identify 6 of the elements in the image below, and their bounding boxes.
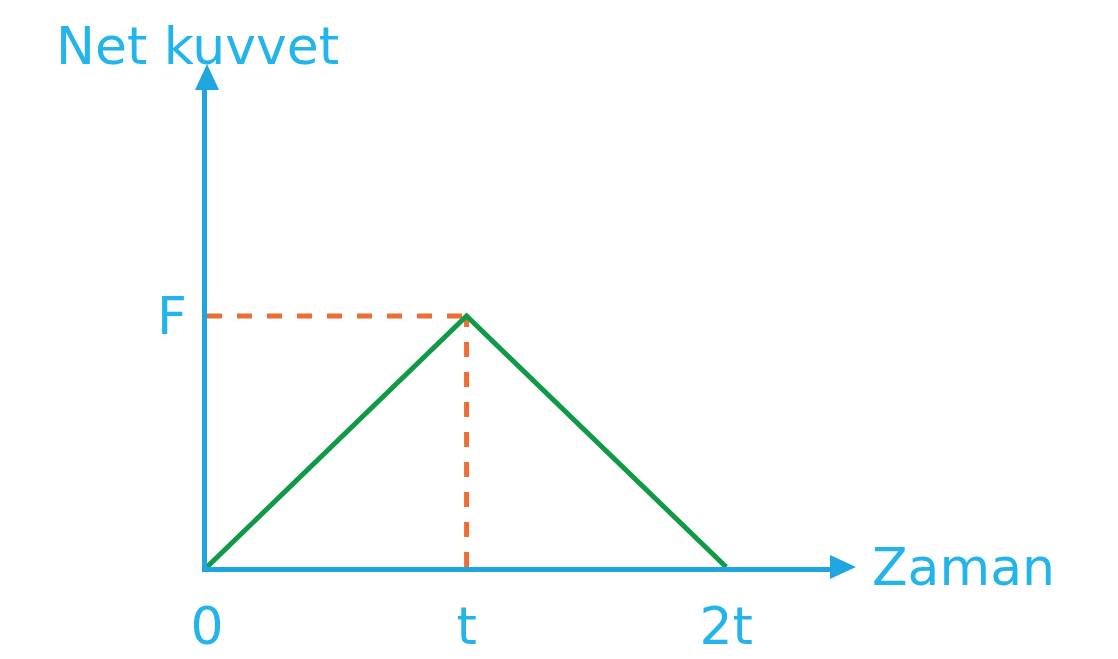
ref-line-label: F <box>157 286 187 346</box>
x-tick-label: 0 <box>190 596 224 657</box>
x-tick-label: t <box>456 596 477 657</box>
x-axis-title: Zaman <box>872 537 1055 597</box>
y-axis-title: Net kuvvet <box>56 16 340 76</box>
x-tick-label: 2t <box>699 596 753 657</box>
